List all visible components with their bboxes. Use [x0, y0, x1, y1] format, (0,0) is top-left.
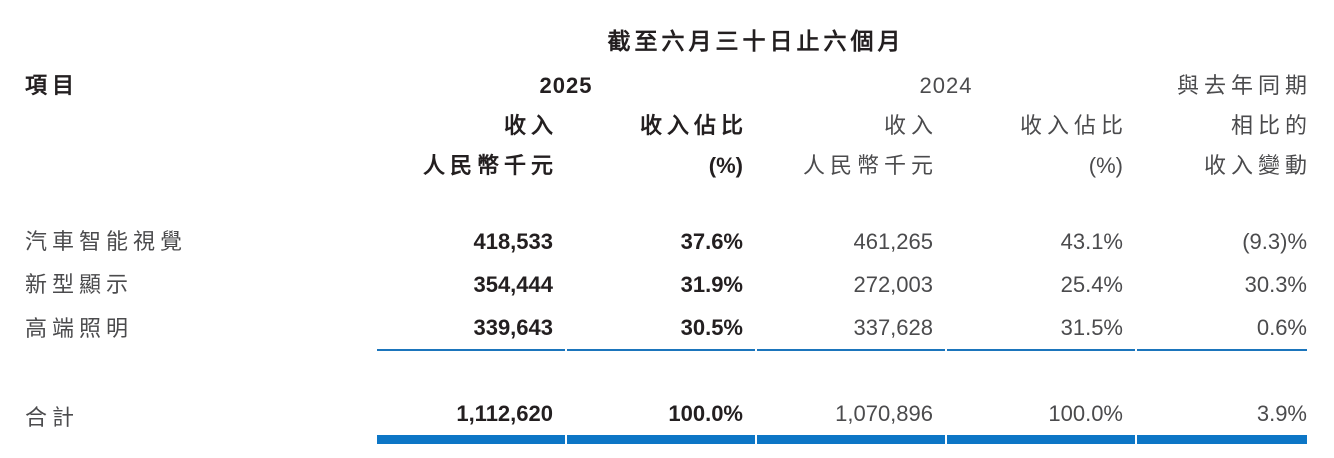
col-header-revenue-2024: 收入: [883, 113, 938, 138]
period-title: 截至六月三十日止六個月: [607, 27, 905, 54]
empty-cell: [25, 16, 375, 66]
total-share-2024-cell: 100.0%: [947, 351, 1135, 444]
row-label: 新型顯示: [25, 271, 134, 297]
share-2025-cell: 37.6%: [680, 228, 743, 254]
change-cell: 0.6%: [1137, 306, 1307, 351]
col-header-revenue-2025: 收入: [503, 113, 558, 138]
table-row-high-end-lighting: 高端照明 339,643 30.5% 337,628 31.5% 0.6%: [25, 306, 1307, 351]
share-2024-cell: 25.4%: [1060, 271, 1123, 297]
col-unit-share-2024: (%): [1088, 153, 1123, 178]
total-change-cell: 3.9%: [1137, 351, 1307, 444]
share-2025-cell: 31.9%: [680, 271, 743, 297]
table-row-total: 合計 1,112,620 100.0% 1,070,896 100.0% 3.9…: [25, 351, 1307, 444]
table-row-automotive-vision: 汽車智能視覺 418,533 37.6% 461,265 43.1% (9.3)…: [25, 220, 1307, 263]
change-header-line-2: 相比的: [1230, 113, 1312, 138]
year-header-row: 項目 2025 2024 與去年同期: [25, 66, 1307, 106]
col-header-share-2025: 收入佔比: [639, 113, 748, 138]
revenue-2024-cell: 272,003: [853, 271, 933, 297]
subheader-row-1: 收入 收入佔比 收入 收入佔比 相比的: [25, 106, 1307, 146]
period-title-row: 截至六月三十日止六個月: [25, 16, 1307, 66]
item-header: 項目: [25, 73, 80, 98]
subheader-row-2: 人民幣千元 (%) 人民幣千元 (%) 收入變動: [25, 146, 1307, 186]
change-cell: 30.3%: [1244, 271, 1307, 297]
empty-cell: [25, 106, 375, 146]
col-unit-share-2025: (%): [708, 153, 743, 178]
spacer-row: [25, 186, 1307, 220]
total-revenue-2024-cell: 1,070,896: [757, 351, 945, 444]
revenue-2025-cell: 339,643: [377, 306, 565, 351]
change-header-line-1: 與去年同期: [1176, 73, 1312, 98]
share-2024-cell: 43.1%: [1060, 228, 1123, 254]
empty-cell: [1137, 16, 1307, 66]
row-label: 高端照明: [25, 315, 134, 341]
revenue-2024-cell: 461,265: [853, 228, 933, 254]
total-label: 合計: [25, 405, 80, 430]
row-label: 汽車智能視覺: [25, 228, 188, 254]
revenue-breakdown-table: 截至六月三十日止六個月 項目 2025 2024 與去年同期 收入 收入佔比 收…: [23, 16, 1309, 444]
col-unit-revenue-2025: 人民幣千元: [422, 153, 558, 178]
empty-cell: [25, 146, 375, 186]
change-cell: (9.3)%: [1242, 228, 1307, 254]
total-share-2025-cell: 100.0%: [567, 351, 755, 444]
col-unit-revenue-2024: 人民幣千元: [802, 153, 938, 178]
share-2024-cell: 31.5%: [947, 306, 1135, 351]
total-revenue-2025-cell: 1,112,620: [377, 351, 565, 444]
revenue-2025-cell: 354,444: [473, 271, 553, 297]
change-header-line-3: 收入變動: [1203, 153, 1312, 178]
year-2024-header: 2024: [919, 73, 973, 98]
year-2025-header: 2025: [539, 73, 593, 98]
table-row-new-display: 新型顯示 354,444 31.9% 272,003 25.4% 30.3%: [25, 263, 1307, 306]
share-2025-cell: 30.5%: [567, 306, 755, 351]
revenue-2025-cell: 418,533: [473, 228, 553, 254]
revenue-2024-cell: 337,628: [757, 306, 945, 351]
col-header-share-2024: 收入佔比: [1019, 113, 1128, 138]
